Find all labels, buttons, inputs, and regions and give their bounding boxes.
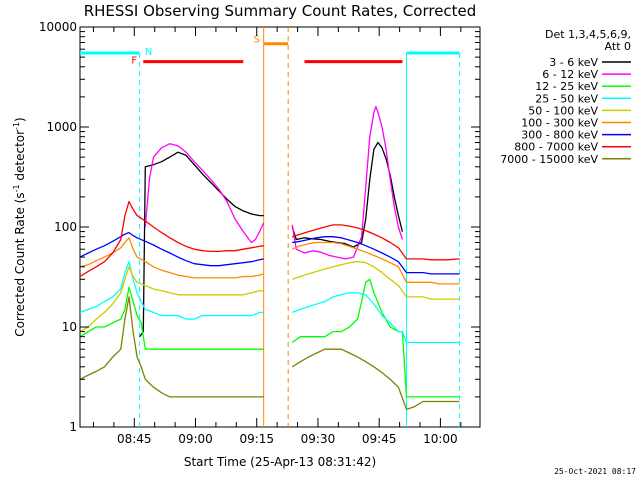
flag-s-label: S [254,35,260,46]
series-line-2 [291,105,404,260]
y-axis-label-mid: detector [13,130,27,185]
legend-label: 7000 - 15000 keV [500,153,598,166]
series-line-6 [291,241,460,285]
series-layer [79,105,460,411]
series-line-4 [291,292,460,344]
legend-label: 25 - 50 keV [535,92,598,105]
series-line-7 [79,231,264,267]
series-line-2 [144,143,265,244]
series-line-3 [79,286,264,350]
series-line-5 [79,266,264,333]
series-line-9 [291,348,460,411]
x-tick-label: 10:00 [423,432,458,446]
y-tick-label: 1000 [46,120,77,134]
series-line-1 [139,151,264,338]
flag-n-label: N [145,47,152,58]
legend-label: 6 - 12 keV [542,68,598,81]
legend-label: 800 - 7000 keV [514,141,598,154]
series-line-9 [79,296,264,398]
series-line-5 [291,261,460,300]
legend-label: 12 - 25 keV [535,80,598,93]
x-tick-label: 09:15 [239,432,274,446]
legend-label: 3 - 6 keV [549,56,598,69]
series-line-3 [291,278,460,398]
series-line-4 [79,261,264,320]
legend-label: 50 - 100 keV [528,104,598,117]
legend-header-line1: Det 1,3,4,5,6,9, [545,28,631,41]
y-axis-label-end: ) [13,117,27,122]
series-line-7 [292,236,460,275]
flags-layer: NF S [80,27,461,427]
flag-f-label: F [131,56,137,67]
series-line-6 [79,237,264,279]
x-axis-label: Start Time (25-Apr-13 08:31:42) [184,455,376,469]
y-axis-label-main: Corrected Count Rate (s [13,192,27,336]
x-tick-label: 09:00 [178,432,213,446]
y-tick-label: 1 [69,420,77,434]
y-tick-label: 10 [62,320,77,334]
y-axis-label: Corrected Count Rate (s-1 detector-1) [12,117,27,336]
x-tick-label: 09:30 [301,432,336,446]
series-line-8 [79,200,264,278]
legend-label: 300 - 800 keV [521,129,598,142]
y-ticks: 1 10 100 1000 10000 [39,20,480,434]
datestamp: 25-Oct-2021 08:17 [554,467,636,476]
chart-title: RHESSI Observing Summary Count Rates, Co… [84,2,477,20]
y-tick-label: 10000 [39,20,77,34]
series-line-8 [292,224,460,261]
x-tick-label: 08:45 [117,432,152,446]
y-axis-label-sup1: -1 [12,184,21,192]
legend-header-line2: Att 0 [605,40,631,53]
x-ticks: 08:45 09:00 09:15 09:30 09:45 10:00 [92,27,462,446]
x-tick-label: 09:45 [362,432,397,446]
legend-label: 100 - 300 keV [521,117,598,130]
y-axis-label-sup2: -1 [12,122,21,130]
y-tick-label: 100 [54,220,77,234]
